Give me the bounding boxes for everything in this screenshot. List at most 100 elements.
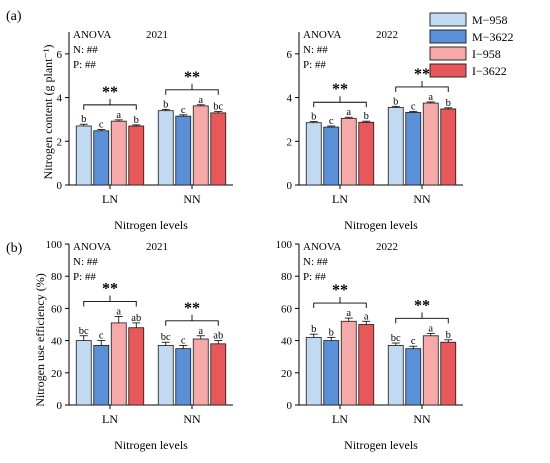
significance-stars: ** — [414, 66, 430, 83]
significance-letter: c — [411, 336, 416, 347]
significance-letter: b — [134, 115, 139, 126]
significance-letter: b — [446, 330, 451, 341]
y-tick-label: 6 — [287, 49, 293, 61]
x-tick-label: NN — [183, 412, 201, 426]
y-tick-label: 0 — [287, 400, 293, 412]
bar — [75, 340, 92, 406]
y-axis-label-b: Nitrogen use efficiency (%) — [33, 273, 47, 406]
bar — [323, 340, 340, 406]
significance-letter: a — [198, 326, 203, 337]
significance-stars: ** — [332, 282, 348, 299]
significance-bracket — [165, 314, 219, 326]
significance-letter: a — [428, 323, 433, 334]
bar — [175, 348, 192, 406]
anova-line: P: ## — [303, 271, 326, 283]
significance-bracket — [83, 295, 137, 307]
bar — [422, 102, 439, 186]
chart-1: 0 2 4 6 b c a b LN ** b c a b NN ** Nitrogen levels 2022 A… — [287, 29, 463, 232]
significance-letter: b — [393, 96, 398, 107]
x-tick-label: LN — [102, 412, 118, 426]
x-tick-label: NN — [413, 192, 431, 206]
bar — [323, 126, 340, 186]
significance-bracket — [395, 312, 449, 324]
significance-stars: ** — [184, 300, 200, 317]
bar — [93, 130, 110, 186]
significance-letter: bc — [213, 102, 223, 113]
significance-letter: bc — [391, 333, 401, 344]
bar — [387, 345, 404, 406]
bar — [340, 117, 357, 186]
bar — [387, 107, 404, 186]
bar — [192, 105, 209, 186]
significance-letter: b — [311, 112, 316, 123]
significance-letter: c — [99, 331, 104, 342]
significance-bracket — [83, 98, 137, 110]
significance-letter: b — [364, 111, 369, 122]
anova-line: N: ## — [303, 256, 328, 268]
legend-swatch — [429, 46, 467, 61]
significance-letter: c — [181, 105, 186, 116]
significance-letter: b — [329, 327, 334, 338]
significance-bracket — [165, 83, 219, 95]
bar — [358, 324, 375, 406]
bar — [405, 348, 422, 406]
significance-letter: a — [364, 311, 369, 322]
significance-letter: c — [181, 335, 186, 346]
x-tick-label: NN — [413, 412, 431, 426]
bar — [110, 120, 127, 186]
anova-line: ANOVA — [303, 241, 341, 253]
bar — [75, 125, 92, 186]
bar — [157, 110, 174, 186]
bar — [422, 335, 439, 406]
anova-line: P: ## — [303, 59, 326, 71]
significance-letter: ab — [213, 331, 223, 342]
significance-letter: b — [311, 324, 316, 335]
significance-bracket — [395, 80, 449, 92]
bar — [192, 338, 209, 406]
y-tick-label: 20 — [281, 368, 293, 380]
x-tick-label: LN — [102, 192, 118, 206]
bar — [210, 112, 227, 186]
significance-letter: a — [116, 110, 121, 121]
y-tick-label: 80 — [51, 271, 63, 283]
x-axis-label: Nitrogen levels — [344, 438, 418, 452]
bar — [210, 343, 227, 406]
significance-letter: a — [346, 107, 351, 118]
legend-label: I−958 — [472, 47, 501, 61]
year-label: 2021 — [146, 29, 168, 41]
legend-swatch — [429, 12, 467, 27]
x-axis-label: Nitrogen levels — [114, 438, 188, 452]
y-tick-label: 80 — [281, 271, 293, 283]
year-label: 2022 — [376, 241, 398, 253]
panel-label-b: (b) — [6, 241, 23, 256]
bar — [340, 320, 357, 406]
bar — [128, 327, 145, 406]
anova-line: ANOVA — [303, 29, 341, 41]
significance-letter: a — [346, 308, 351, 319]
year-label: 2022 — [376, 29, 398, 41]
significance-stars: ** — [184, 69, 200, 86]
significance-letter: b — [163, 99, 168, 110]
legend-swatch — [429, 63, 467, 78]
x-tick-label: LN — [332, 412, 348, 426]
y-tick-label: 2 — [287, 136, 293, 148]
y-tick-label: 20 — [51, 368, 63, 380]
year-label: 2021 — [146, 241, 168, 253]
bar — [305, 336, 322, 406]
y-tick-label: 0 — [287, 180, 293, 192]
significance-letter: c — [99, 119, 104, 130]
legend-label: I−3622 — [472, 64, 507, 78]
significance-letter: a — [116, 306, 121, 317]
y-tick-label: 4 — [287, 93, 293, 105]
bar — [440, 108, 457, 186]
significance-stars: ** — [102, 280, 118, 297]
y-tick-label: 60 — [281, 303, 293, 315]
bar — [405, 112, 422, 186]
y-tick-label: 6 — [57, 49, 63, 61]
bar — [128, 125, 145, 186]
significance-bracket — [313, 297, 367, 309]
anova-line: P: ## — [73, 271, 96, 283]
bar — [305, 122, 322, 186]
